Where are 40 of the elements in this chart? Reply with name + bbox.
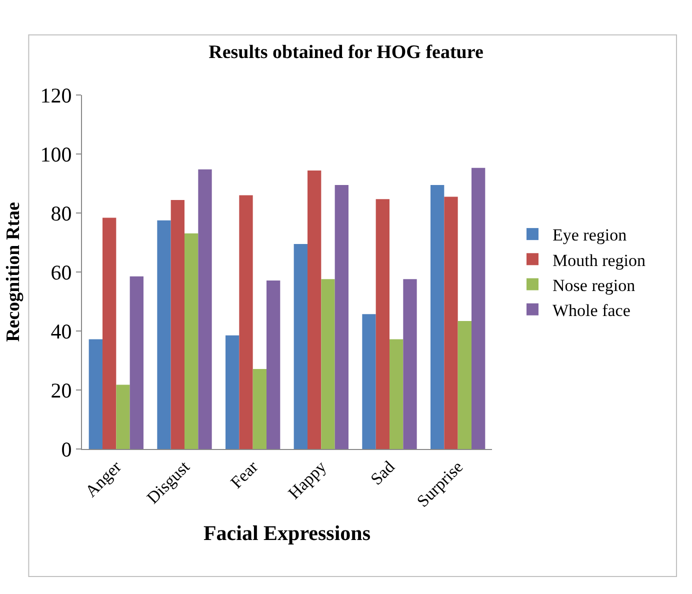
bar: [116, 384, 130, 449]
y-tick-label: 120: [40, 83, 72, 108]
bar: [390, 339, 404, 449]
bar: [472, 168, 486, 449]
bar: [458, 320, 472, 449]
bar: [130, 276, 144, 449]
bar: [430, 184, 444, 449]
y-tick-label: 40: [50, 319, 72, 344]
bar: [334, 184, 348, 449]
legend-label: Mouth region: [552, 250, 646, 270]
bar: [170, 200, 184, 449]
y-axis-title: Recognition Rtae: [3, 202, 24, 342]
bar: [321, 279, 335, 449]
bar: [266, 280, 280, 449]
y-tick-label: 0: [61, 437, 72, 462]
bar: [239, 195, 253, 449]
bar: [157, 220, 171, 449]
bar: [198, 169, 212, 449]
bar: [444, 196, 458, 449]
chart-title: Results obtained for HOG feature: [208, 42, 484, 63]
y-tick-label: 60: [50, 260, 72, 284]
y-tick-label: 100: [40, 142, 72, 166]
x-tick-label: Sad: [366, 456, 399, 489]
legend-label: Nose region: [552, 276, 636, 295]
x-axis-title: Facial Expressions: [203, 521, 371, 546]
bar: [226, 335, 240, 449]
y-tick-label: 20: [50, 378, 72, 402]
legend-label: Eye region: [552, 226, 628, 245]
bar: [376, 199, 390, 449]
x-tick-label: Fear: [226, 457, 262, 492]
bar: [102, 218, 116, 449]
bar: [184, 233, 198, 449]
bar: [362, 314, 376, 449]
legend-label: Whole face: [552, 300, 630, 320]
bar: [403, 279, 417, 449]
bar: [294, 244, 308, 449]
bar: [88, 339, 102, 449]
bar: [252, 369, 266, 449]
y-tick-label: 80: [50, 201, 72, 226]
bar: [308, 170, 322, 449]
